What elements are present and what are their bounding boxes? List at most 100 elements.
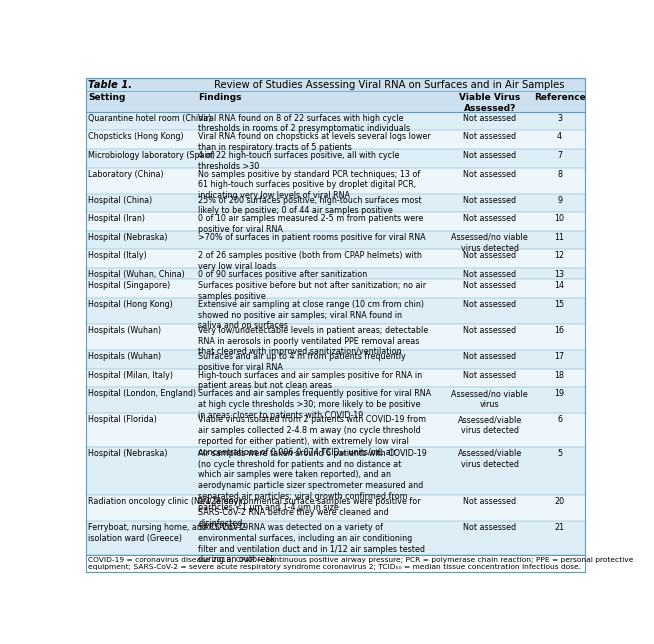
Text: Not assessed: Not assessed [463,196,517,205]
Text: Viral RNA found on 8 of 22 surfaces with high cycle
thresholds in rooms of 2 pre: Viral RNA found on 8 of 22 surfaces with… [198,114,410,133]
Text: Assessed/viable
virus detected: Assessed/viable virus detected [458,415,522,435]
Text: Hospitals (Wuhan): Hospitals (Wuhan) [88,352,162,361]
Text: Hospital (London, England): Hospital (London, England) [88,389,196,398]
Text: Hospitals (Wuhan): Hospitals (Wuhan) [88,326,162,335]
Bar [86,91,585,111]
Text: 5: 5 [557,449,562,458]
Text: Air samples were taken around 6 patients with COVID-19
(no cycle threshold for p: Air samples were taken around 6 patients… [198,449,427,511]
Text: Not assessed: Not assessed [463,523,517,532]
Text: Review of Studies Assessing Viral RNA on Surfaces and in Air Samples: Review of Studies Assessing Viral RNA on… [211,80,564,90]
Bar [86,231,585,249]
Text: 12: 12 [555,251,564,260]
Text: 13: 13 [555,270,564,279]
Text: Table 1.: Table 1. [88,80,132,90]
Text: Findings: Findings [198,93,241,102]
Text: 20: 20 [555,497,564,506]
Text: Surfaces and air samples frequently positive for viral RNA
at high cycle thresho: Surfaces and air samples frequently posi… [198,389,431,420]
Text: 16: 16 [555,326,564,335]
Bar [86,149,585,167]
Bar [86,447,585,495]
Bar [86,111,585,130]
Text: 19: 19 [555,389,564,398]
Text: 0 of 90 surfaces positive after sanitization: 0 of 90 surfaces positive after sanitiza… [198,270,368,279]
Text: Chopsticks (Hong Kong): Chopsticks (Hong Kong) [88,132,184,141]
Text: Hospital (Nebraska): Hospital (Nebraska) [88,233,168,242]
Text: SARS-CoV-2 RNA was detected on a variety of
environmental surfaces, including an: SARS-CoV-2 RNA was detected on a variety… [198,523,425,564]
Text: 6: 6 [557,415,562,424]
Bar [86,279,585,298]
Text: Hospital (Singapore): Hospital (Singapore) [88,281,171,290]
Text: Ferryboat, nursing home, and COVID-19
isolation ward (Greece): Ferryboat, nursing home, and COVID-19 is… [88,523,249,543]
Text: Microbiology laboratory (Spain): Microbiology laboratory (Spain) [88,151,215,160]
Text: 11: 11 [555,233,564,242]
Text: 3: 3 [557,114,562,122]
Bar [86,298,585,324]
Text: 0 of 10 air samples measured 2-5 m from patients were
positive for viral RNA: 0 of 10 air samples measured 2-5 m from … [198,214,423,234]
Text: Not assessed: Not assessed [463,371,517,379]
Text: 7: 7 [557,151,562,160]
Text: High-touch surfaces and air samples positive for RNA in
patient areas but not cl: High-touch surfaces and air samples posi… [198,371,422,390]
Text: Surfaces and air up to 4 m from patients frequently
positive for viral RNA: Surfaces and air up to 4 m from patients… [198,352,406,372]
Text: Hospital (Italy): Hospital (Italy) [88,251,147,260]
Text: Not assessed: Not assessed [463,281,517,290]
Text: Not assessed: Not assessed [463,114,517,122]
Text: 17: 17 [555,352,564,361]
Bar [86,554,585,572]
Text: >70% of surfaces in patient rooms positive for viral RNA: >70% of surfaces in patient rooms positi… [198,233,426,242]
Text: Setting: Setting [88,93,126,102]
Text: No samples positive by standard PCR techniques; 13 of
61 high-touch surfaces pos: No samples positive by standard PCR tech… [198,169,421,200]
Text: Surfaces positive before but not after sanitization; no air
samples positive: Surfaces positive before but not after s… [198,281,426,301]
Text: Assessed/viable
virus detected: Assessed/viable virus detected [458,449,522,469]
Text: 9: 9 [557,196,562,205]
Text: Assessed/no viable
virus: Assessed/no viable virus [451,389,528,409]
Text: Hospital (Hong Kong): Hospital (Hong Kong) [88,300,173,309]
Text: 8: 8 [557,169,562,178]
Text: Not assessed: Not assessed [463,270,517,279]
Text: Not assessed: Not assessed [463,352,517,361]
Text: Viable virus isolated from 2 patients with COVID-19 from
air samples collected 2: Viable virus isolated from 2 patients wi… [198,415,426,457]
Text: Hospital (Milan, Italy): Hospital (Milan, Italy) [88,371,173,379]
Text: 15: 15 [555,300,564,309]
Text: Not assessed: Not assessed [463,132,517,141]
Text: 18: 18 [555,371,564,379]
Bar [86,413,585,447]
Text: Not assessed: Not assessed [463,326,517,335]
Text: Viable Virus
Assessed?: Viable Virus Assessed? [459,93,521,113]
Text: Very low/undetectable levels in patient areas; detectable
RNA in aerosols in poo: Very low/undetectable levels in patient … [198,326,428,357]
Text: Viral RNA found on chopsticks at levels several logs lower
than in respiratory t: Viral RNA found on chopsticks at levels … [198,132,431,152]
Bar [86,368,585,387]
Bar [86,324,585,350]
Text: Hospital (Iran): Hospital (Iran) [88,214,145,223]
Text: 14: 14 [555,281,564,290]
Text: Assessed/no viable
virus detected: Assessed/no viable virus detected [451,233,528,252]
Text: 0/128 environmental surface samples were positive for
SARS-CoV-2 RNA before they: 0/128 environmental surface samples were… [198,497,421,527]
Text: Quarantine hotel room (China): Quarantine hotel room (China) [88,114,212,122]
Bar [86,194,585,213]
Bar [86,495,585,521]
Text: 4: 4 [557,132,562,141]
Text: Hospital (Florida): Hospital (Florida) [88,415,157,424]
Bar [86,79,585,91]
Bar [86,213,585,231]
Text: Laboratory (China): Laboratory (China) [88,169,164,178]
Text: 21: 21 [555,523,564,532]
Text: 10: 10 [555,214,564,223]
Text: 25% of 200 surfaces positive, high-touch surfaces most
likely to be positive; 0 : 25% of 200 surfaces positive, high-touch… [198,196,422,215]
Text: Not assessed: Not assessed [463,151,517,160]
Text: Not assessed: Not assessed [463,497,517,506]
Text: Not assessed: Not assessed [463,169,517,178]
Text: Reference: Reference [534,93,585,102]
Text: COVID-19 = coronavirus disease 2019; CPAP = continuous positive airway pressure;: COVID-19 = coronavirus disease 2019; CPA… [88,556,634,570]
Text: Not assessed: Not assessed [463,251,517,260]
Text: Hospital (Wuhan, China): Hospital (Wuhan, China) [88,270,185,279]
Text: 4 of 22 high-touch surfaces positive, all with cycle
thresholds >30: 4 of 22 high-touch surfaces positive, al… [198,151,400,171]
Bar [86,387,585,413]
Text: Extensive air sampling at close range (10 cm from chin)
showed no positive air s: Extensive air sampling at close range (1… [198,300,424,330]
Text: Not assessed: Not assessed [463,214,517,223]
Bar [86,521,585,554]
Text: Not assessed: Not assessed [463,300,517,309]
Bar [86,350,585,368]
Text: Radiation oncology clinic (New Jersey): Radiation oncology clinic (New Jersey) [88,497,242,506]
Bar [86,268,585,279]
Bar [86,249,585,268]
